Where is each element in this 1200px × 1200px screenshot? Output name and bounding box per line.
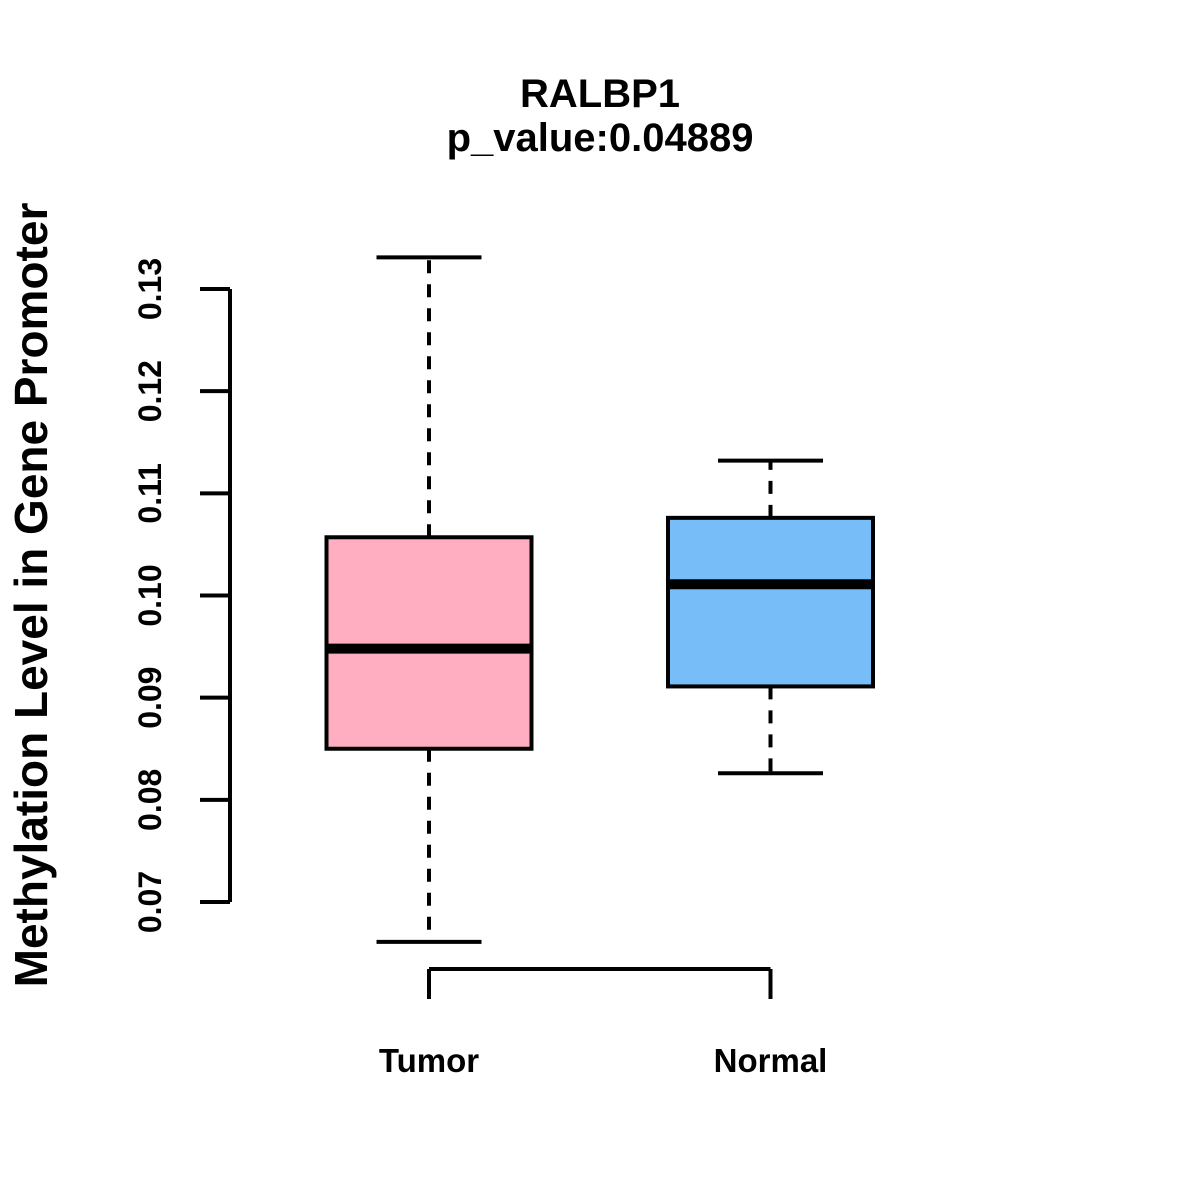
box-tumor — [324, 535, 534, 751]
y-tick-label-3: 0.10 — [132, 564, 168, 626]
y-tick-label-2: 0.09 — [132, 667, 168, 729]
category-label-tumor: Tumor — [379, 1042, 479, 1079]
chart-subtitle: p_value:0.04889 — [447, 116, 754, 160]
y-axis-label: Methylation Level in Gene Promoter — [5, 203, 57, 988]
chart-title: RALBP1 — [520, 72, 680, 116]
y-tick-label-0: 0.07 — [132, 871, 168, 933]
chart-layer: 0.07 0.08 0.09 0.10 0.11 0.12 0.13 Tumor Normal — [132, 255, 875, 1079]
y-tick-label-1: 0.08 — [132, 769, 168, 831]
y-tick-label-6: 0.13 — [132, 258, 168, 320]
y-tick-label-5: 0.12 — [132, 360, 168, 422]
y-tick-label-4: 0.11 — [132, 463, 168, 524]
category-label-normal: Normal — [714, 1042, 828, 1079]
box-normal — [666, 515, 875, 689]
